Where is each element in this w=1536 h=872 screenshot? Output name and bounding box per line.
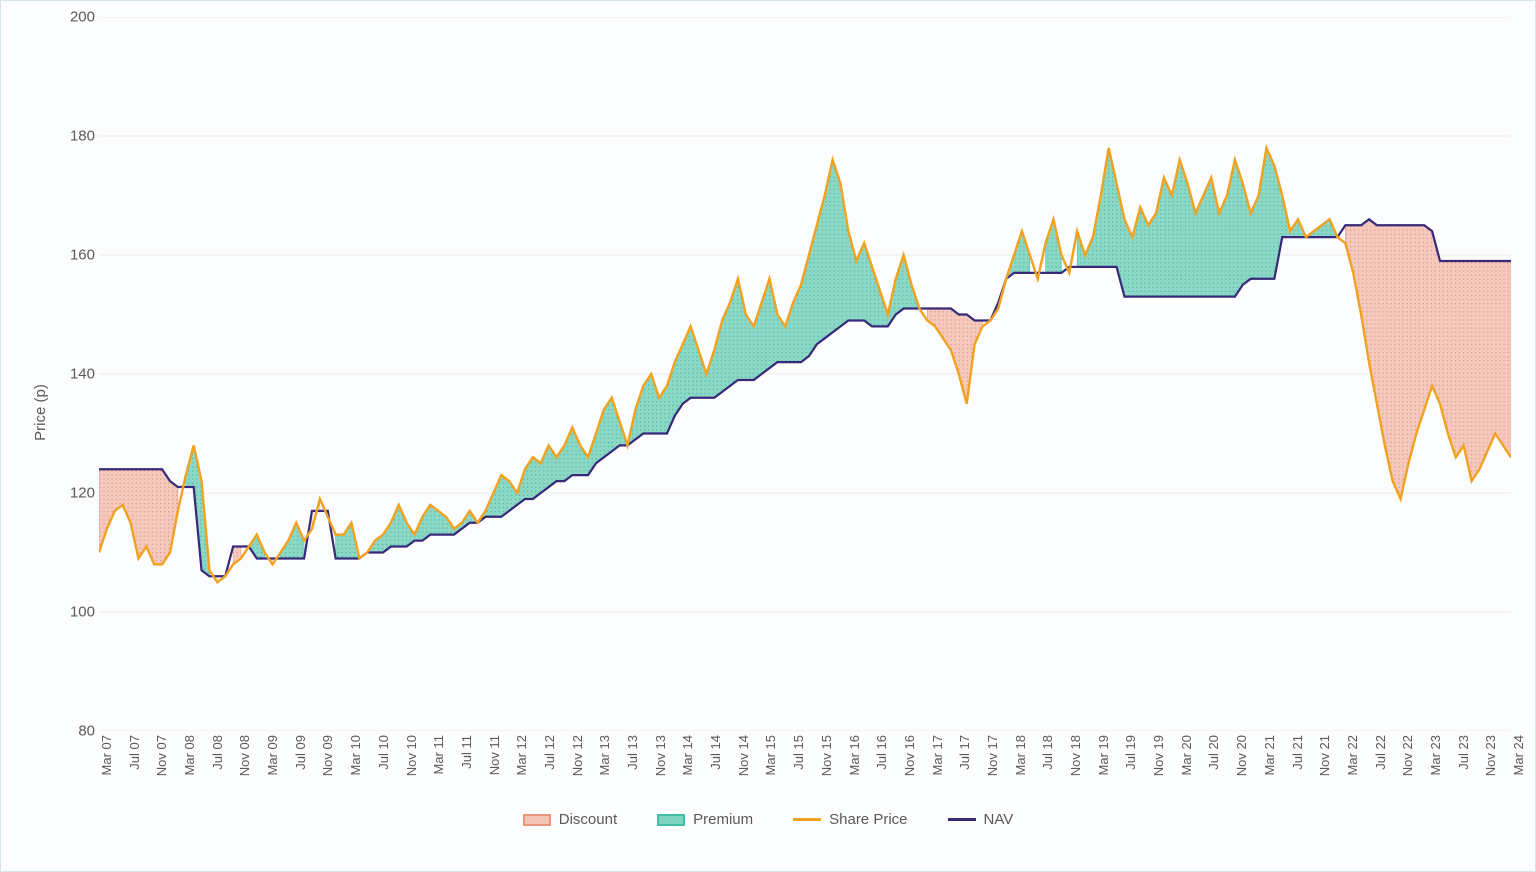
x-tick-label: Mar 15 xyxy=(763,735,778,775)
x-tick-label: Nov 12 xyxy=(570,735,585,776)
x-tick-label: Mar 17 xyxy=(930,735,945,775)
x-tick-label: Jul 07 xyxy=(127,735,142,770)
y-tick-label: 200 xyxy=(55,9,95,26)
x-tick-label: Nov 20 xyxy=(1234,735,1249,776)
y-tick-label: 120 xyxy=(55,485,95,502)
x-tick-label: Nov 10 xyxy=(404,735,419,776)
x-tick-label: Mar 16 xyxy=(847,735,862,775)
x-tick-label: Jul 12 xyxy=(542,735,557,770)
legend-nav: NAV xyxy=(948,811,1014,828)
x-tick-label: Nov 16 xyxy=(902,735,917,776)
plot-area: 80100120140160180200 xyxy=(99,17,1511,731)
x-tick-label: Nov 14 xyxy=(736,735,751,776)
x-tick-label: Nov 13 xyxy=(653,735,668,776)
x-tick-label: Nov 15 xyxy=(819,735,834,776)
x-tick-label: Nov 07 xyxy=(154,735,169,776)
x-tick-label: Jul 14 xyxy=(708,735,723,770)
x-tick-label: Jul 13 xyxy=(625,735,640,770)
x-tick-label: Mar 08 xyxy=(182,735,197,775)
y-axis-label-container: Price (p) xyxy=(25,17,55,807)
x-tick-label: Mar 18 xyxy=(1013,735,1028,775)
y-tick-label: 100 xyxy=(55,604,95,621)
x-tick-label: Mar 12 xyxy=(514,735,529,775)
x-tick-label: Mar 09 xyxy=(265,735,280,775)
x-tick-label: Nov 09 xyxy=(320,735,335,776)
x-tick-label: Jul 16 xyxy=(874,735,889,770)
x-tick-label: Mar 23 xyxy=(1428,735,1443,775)
x-tick-label: Jul 09 xyxy=(293,735,308,770)
x-tick-label: Mar 21 xyxy=(1262,735,1277,775)
x-tick-label: Jul 10 xyxy=(376,735,391,770)
legend-premium: Premium xyxy=(657,811,753,828)
y-ticks: 80100120140160180200 xyxy=(55,17,95,731)
x-tick-label: Jul 08 xyxy=(210,735,225,770)
x-tick-label: Mar 10 xyxy=(348,735,363,775)
x-tick-label: Jul 22 xyxy=(1373,735,1388,770)
x-tick-label: Mar 24 xyxy=(1511,735,1526,775)
legend-share-price-label: Share Price xyxy=(829,811,907,828)
x-tick-label: Jul 18 xyxy=(1040,735,1055,770)
x-tick-label: Mar 20 xyxy=(1179,735,1194,775)
x-tick-label: Jul 17 xyxy=(957,735,972,770)
discount-swatch xyxy=(523,814,551,826)
legend: Discount Premium Share Price NAV xyxy=(25,807,1511,828)
x-tick-label: Nov 19 xyxy=(1151,735,1166,776)
x-tick-label: Jul 20 xyxy=(1206,735,1221,770)
x-tick-label: Nov 22 xyxy=(1400,735,1415,776)
x-tick-label: Nov 08 xyxy=(237,735,252,776)
chart-container: Price (p) 80100120140160180200 Mar 07Jul… xyxy=(0,0,1536,872)
x-tick-label: Jul 23 xyxy=(1456,735,1471,770)
nav-swatch xyxy=(948,818,976,821)
y-tick-label: 180 xyxy=(55,128,95,145)
premium-swatch xyxy=(657,814,685,826)
x-ticks: Mar 07 Jul 07 Nov 07 Mar 08 Jul 08 Nov 08 Mar … xyxy=(99,731,1511,807)
x-tick-label: Jul 19 xyxy=(1123,735,1138,770)
x-tick-label: Mar 13 xyxy=(597,735,612,775)
x-tick-label: Nov 18 xyxy=(1068,735,1083,776)
legend-discount-label: Discount xyxy=(559,811,617,828)
x-tick-label: Nov 21 xyxy=(1317,735,1332,776)
x-tick-label: Jul 15 xyxy=(791,735,806,770)
legend-discount: Discount xyxy=(523,811,617,828)
chart-svg xyxy=(99,17,1511,731)
x-tick-label: Mar 11 xyxy=(431,735,446,775)
x-tick-label: Nov 17 xyxy=(985,735,1000,776)
x-tick-label: Mar 19 xyxy=(1096,735,1111,775)
x-tick-label: Nov 23 xyxy=(1483,735,1498,776)
legend-share-price: Share Price xyxy=(793,811,907,828)
y-tick-label: 160 xyxy=(55,247,95,264)
x-tick-label: Mar 07 xyxy=(99,735,114,775)
legend-nav-label: NAV xyxy=(984,811,1014,828)
x-tick-label: Jul 21 xyxy=(1290,735,1305,770)
share-price-swatch xyxy=(793,818,821,821)
y-tick-label: 80 xyxy=(55,723,95,740)
legend-premium-label: Premium xyxy=(693,811,753,828)
x-tick-label: Jul 11 xyxy=(459,735,474,769)
x-tick-label: Nov 11 xyxy=(487,735,502,775)
x-tick-label: Mar 14 xyxy=(680,735,695,775)
plot-wrap: Price (p) 80100120140160180200 Mar 07 Jul… xyxy=(25,17,1511,807)
y-axis-label: Price (p) xyxy=(32,384,49,441)
y-tick-label: 140 xyxy=(55,366,95,383)
x-tick-label: Mar 22 xyxy=(1345,735,1360,775)
plot-column: 80100120140160180200 Mar 07Jul 07Nov 07M… xyxy=(55,17,1511,807)
